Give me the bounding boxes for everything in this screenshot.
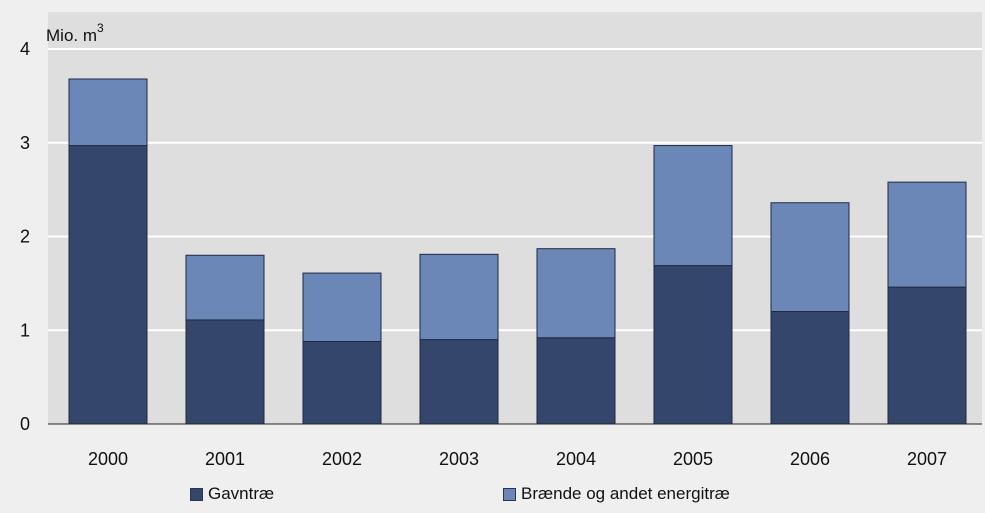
x-tick-label: 2006	[790, 449, 830, 469]
x-tick-label: 2003	[439, 449, 479, 469]
bar-segment-braende	[302, 272, 382, 342]
legend-item-braende: Brænde og andet energitræ	[503, 484, 730, 504]
bar-segment-braende	[419, 253, 499, 341]
x-axis-ticks: 2000 2001 2002 2003 2004 2005 2006 2007	[88, 449, 947, 469]
legend: Gavntræ Brænde og andet energitræ	[0, 484, 985, 508]
bar-segment-gavntrae	[536, 337, 616, 425]
bar-segment-braende	[653, 145, 733, 267]
bar-segment-braende	[770, 202, 850, 312]
unit-superscript: 3	[97, 21, 104, 35]
x-tick-label: 2001	[205, 449, 245, 469]
legend-label-gavntrae: Gavntræ	[208, 484, 275, 503]
y-tick-label: 0	[20, 414, 30, 434]
y-tick-label: 1	[20, 320, 30, 340]
x-tick-label: 2005	[673, 449, 713, 469]
bar-segment-gavntrae	[419, 339, 499, 425]
bar-segment-gavntrae	[185, 319, 265, 425]
y-tick-label: 2	[20, 227, 30, 247]
bar-segment-gavntrae	[302, 341, 382, 425]
x-tick-label: 2000	[88, 449, 128, 469]
bar-segment-gavntrae	[68, 145, 148, 425]
legend-swatch-braende	[503, 487, 516, 501]
legend-item-gavntrae: Gavntræ	[190, 484, 274, 504]
x-tick-label: 2004	[556, 449, 596, 469]
bar-segment-braende	[887, 181, 967, 288]
bar-segment-braende	[185, 254, 265, 321]
bars	[68, 78, 967, 425]
y-axis-ticks: 0 1 2 3 4	[20, 39, 30, 434]
bar-segment-braende	[536, 248, 616, 339]
y-tick-label: 3	[20, 133, 30, 153]
bar-segment-gavntrae	[887, 286, 967, 425]
y-tick-label: 4	[20, 39, 30, 59]
bar-segment-gavntrae	[770, 311, 850, 425]
legend-swatch-gavntrae	[190, 487, 203, 501]
bar-segment-braende	[68, 78, 148, 147]
legend-label-braende: Brænde og andet energitræ	[521, 484, 730, 503]
x-tick-label: 2007	[907, 449, 947, 469]
x-tick-label: 2002	[322, 449, 362, 469]
bar-segment-gavntrae	[653, 265, 733, 425]
